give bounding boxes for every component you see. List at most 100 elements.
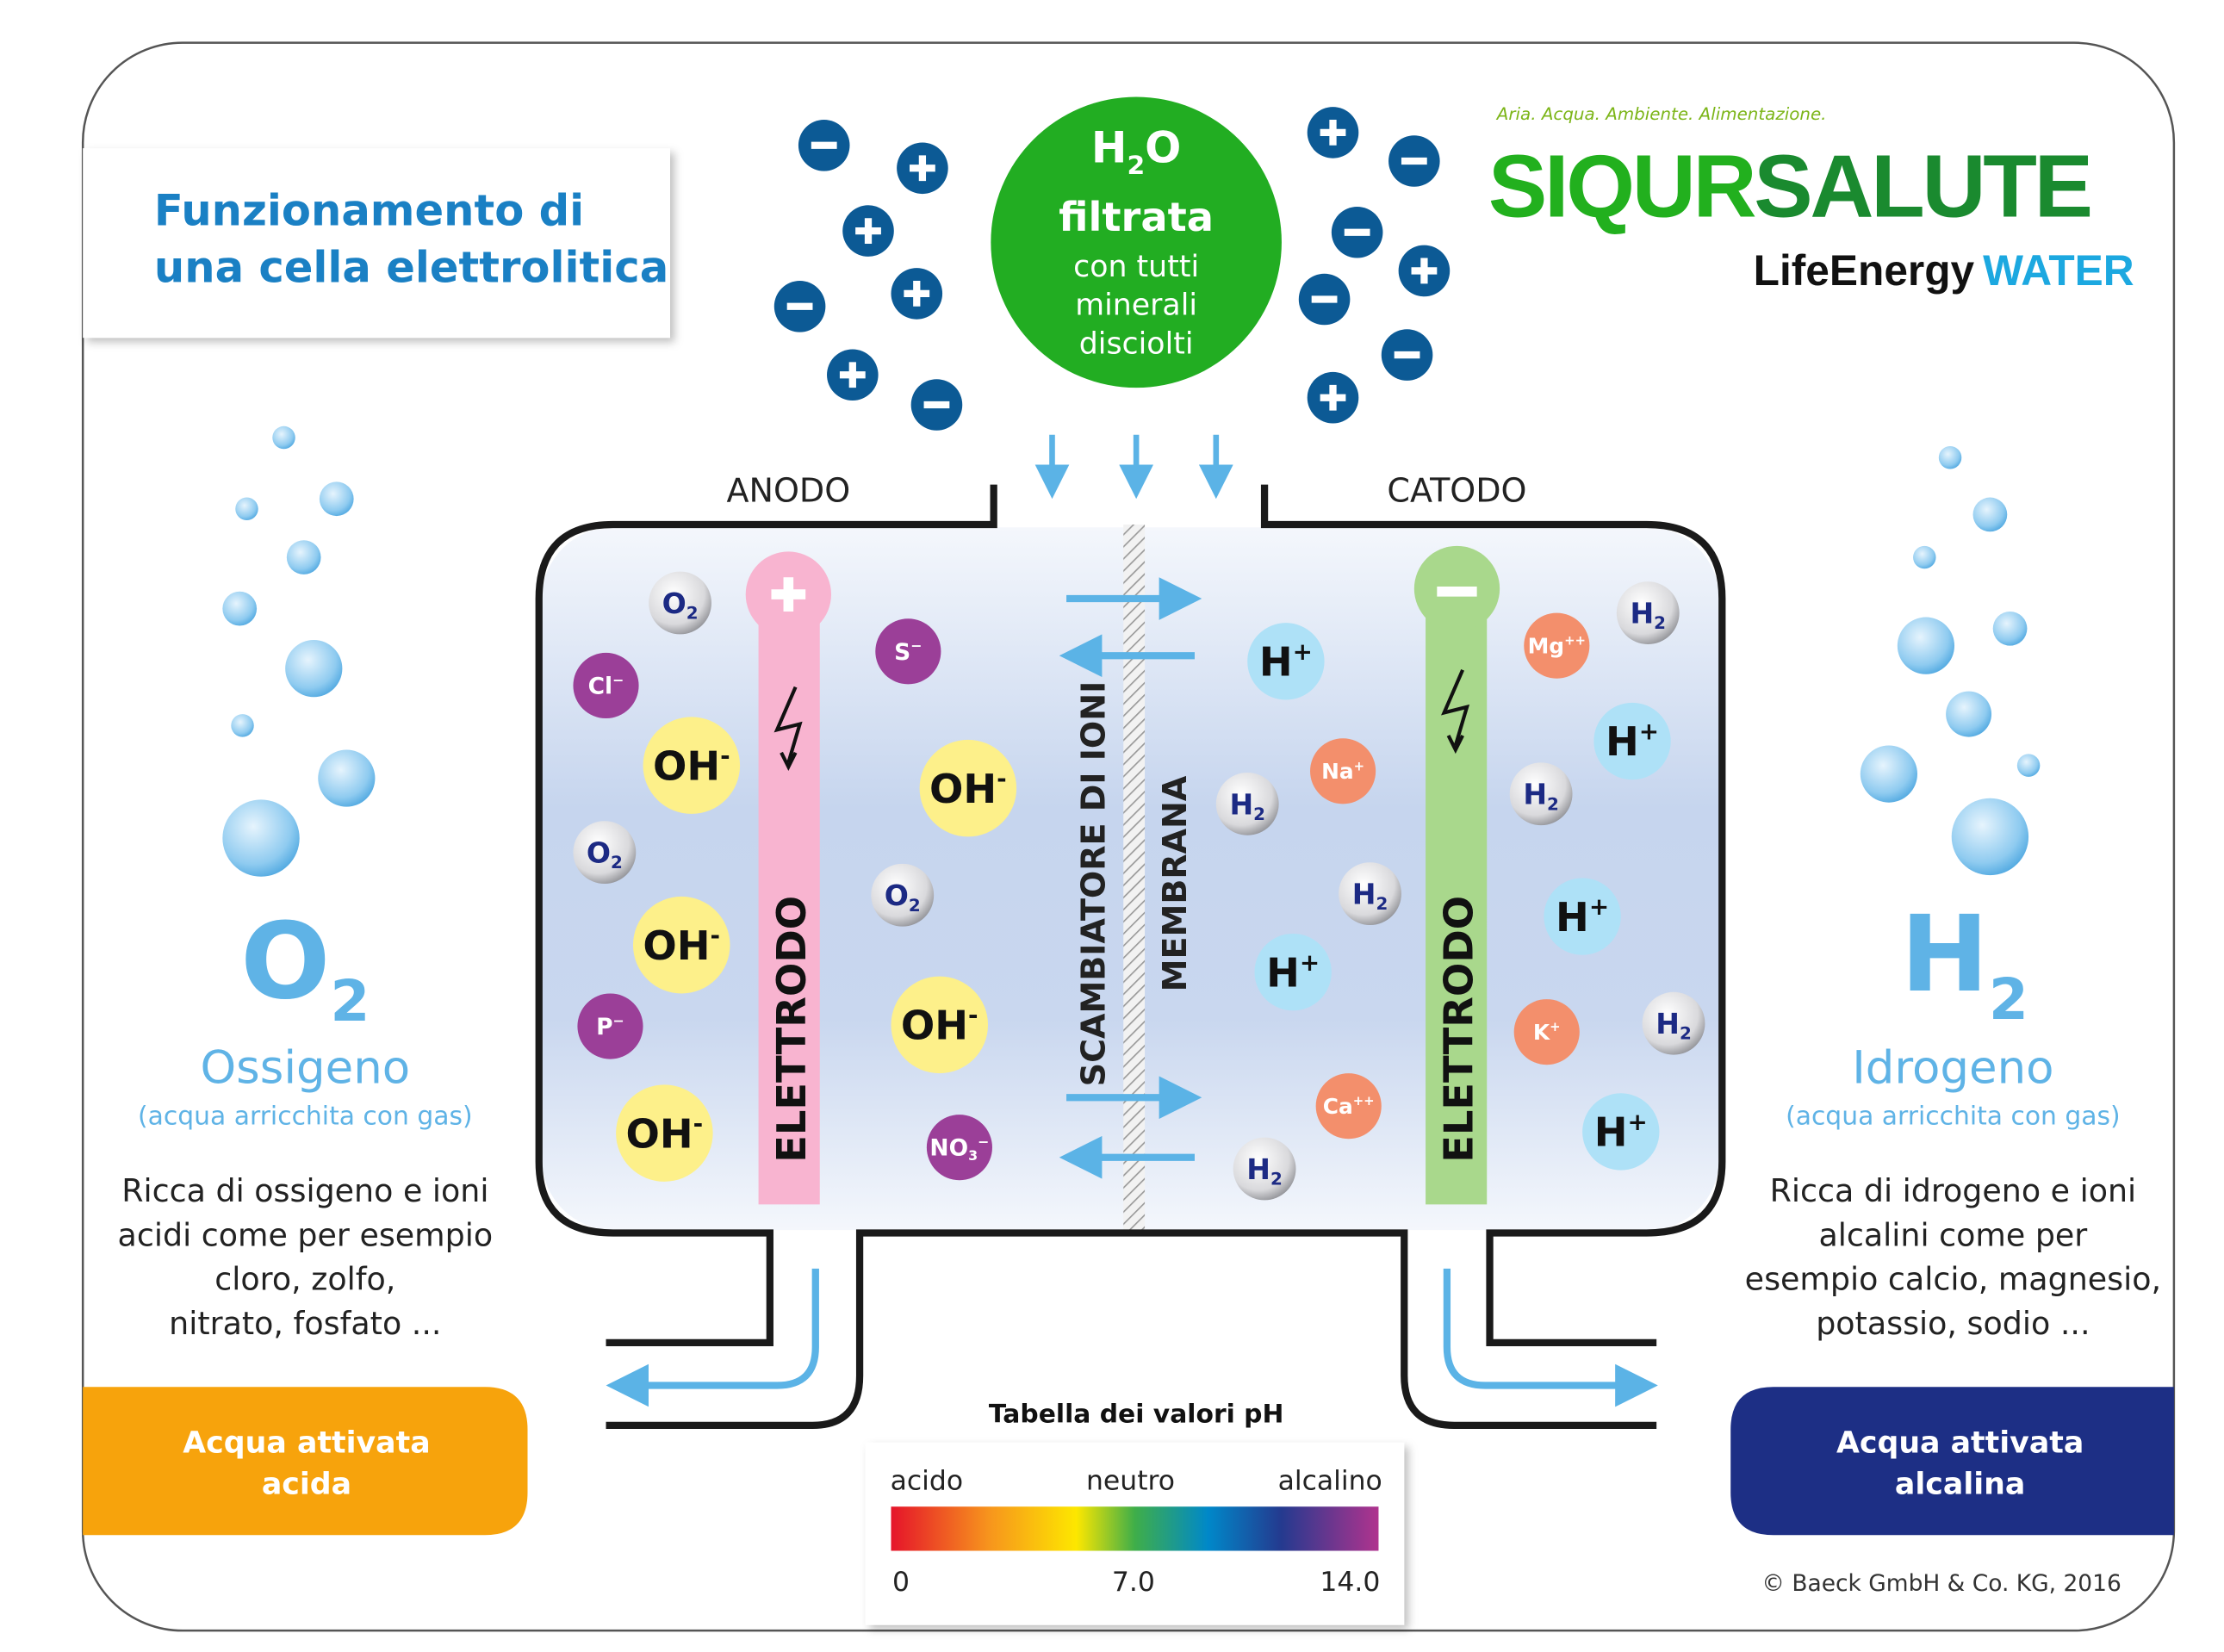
svg-text:H+: H+ [1556,892,1609,941]
minus-icon [1381,329,1433,381]
minus-icon [910,379,963,431]
svg-text:14.0: 14.0 [1320,1567,1380,1598]
inflow-arrows [1034,434,1233,500]
bubble [231,714,254,737]
molecule-anion: NO3− [926,1115,992,1181]
plus-icon [827,349,879,401]
svg-text:OH-: OH- [929,764,1007,812]
molecule-gas: O2 [649,571,711,635]
bubble [272,425,295,450]
copyright: © Baeck GmbH & Co. KG, 2016 [1761,1570,2121,1597]
svg-text:H2: H2 [1352,878,1388,915]
svg-text:H2: H2 [1246,1152,1282,1189]
title-box: Funzionamento di una cella elettrolitica [83,148,670,338]
svg-text:7.0: 7.0 [1112,1567,1155,1598]
water-line-1: filtrata [1059,194,1214,240]
molecule-hydroxide: OH- [632,896,730,994]
ph-table: Tabella dei valori pH acido neutro alcal… [865,1400,1405,1625]
molecule-anion: Cl− [573,652,639,719]
cathode-electrode: ELETTRODO [1413,545,1500,1205]
molecule-proton: H+ [1582,1093,1660,1171]
logo-tagline: Aria. Acqua. Ambiente. Alimentazione. [1495,104,1827,124]
water-line-4: disciolti [1079,326,1194,361]
bubble [285,640,343,698]
svg-text:Na+: Na+ [1321,758,1364,784]
water-line-2: con tutti [1073,250,1199,284]
bubble [286,540,321,574]
hydrogen-note: (acqua arricchita con gas) [1786,1102,2121,1132]
svg-text:esempio calcio, magnesio,: esempio calcio, magnesio, [1745,1261,2161,1298]
svg-text:O2: O2 [587,836,623,873]
molecule-cation: K+ [1513,999,1580,1065]
hydrogen-panel: H2 Idrogeno (acqua arricchita con gas) R… [1730,892,2174,1536]
plus-icon [771,577,806,612]
bubble [1897,617,1955,674]
oxygen-name: Ossigeno [201,1042,411,1095]
svg-text:Ricca di ossigeno e ioni: Ricca di ossigeno e ioni [121,1172,488,1209]
svg-text:acido: acido [891,1465,963,1496]
anode-label: ANODO [726,472,850,510]
ph-color-scale [891,1506,1379,1551]
logo-sub-2: WATER [1983,246,2134,295]
svg-text:H2: H2 [1523,778,1559,815]
molecule-anion: P− [577,993,643,1059]
svg-text:H+: H+ [1266,948,1320,997]
lightning-icon [1441,668,1470,755]
bubble [1946,691,1992,737]
bubble [318,749,376,807]
gas-bubbles [222,425,2041,877]
plus-icon [1398,245,1451,297]
svg-text:alcalini come per: alcalini come per [1818,1216,2087,1253]
bubble [1913,545,1936,569]
ph-title: Tabella dei valori pH [989,1400,1284,1430]
bubble [1938,445,1962,469]
molecule-gas: H2 [1642,991,1705,1055]
plus-icon [897,142,948,195]
svg-text:acidi come per esempio: acidi come per esempio [118,1216,494,1253]
svg-text:potassio, sodio ...: potassio, sodio ... [1816,1305,2090,1342]
outflow-arrows [606,1268,1658,1407]
ion-exchanger-label: SCAMBIATORE DI IONI [1075,681,1113,1087]
lightning-icon [773,686,803,771]
alkaline-water-badge [1730,1387,2174,1536]
minus-icon [798,120,850,171]
molecule-anion: S− [875,618,941,685]
molecule-hydroxide: OH- [919,739,1017,837]
cathode-label: CATODO [1387,472,1526,510]
minus-icon [1388,135,1440,187]
oxygen-panel: O2 Ossigeno (acqua arricchita con gas) R… [83,899,528,1536]
bubble [319,481,354,517]
svg-text:H2: H2 [1630,597,1665,634]
minus-icon [1331,206,1383,258]
molecule-gas: O2 [573,821,637,885]
molecule-gas: H2 [1233,1137,1296,1201]
water-line-3: minerali [1075,289,1197,323]
svg-text:O2: O2 [240,899,370,1034]
svg-text:P−: P− [596,1012,624,1040]
bubble [1992,611,2028,646]
logo-sub-1: LifeEnergy [1754,246,1975,295]
svg-text:neutro: neutro [1086,1465,1175,1496]
svg-text:Mg++: Mg++ [1528,633,1586,659]
bubble [1972,497,2008,532]
svg-text:OH-: OH- [901,1001,978,1049]
logo: Aria. Acqua. Ambiente. Alimentazione. SI… [1488,104,2134,295]
svg-text:OH-: OH- [653,742,730,790]
svg-text:Ca++: Ca++ [1323,1093,1375,1119]
svg-text:H2: H2 [1900,892,2028,1033]
anode-electrode-label: ELETTRODO [768,896,815,1163]
svg-text:Acqua attivata: Acqua attivata [1836,1425,2084,1460]
svg-text:alcalina: alcalina [1895,1467,2025,1501]
svg-text:nitrato, fosfato ...: nitrato, fosfato ... [169,1305,441,1342]
acid-water-badge [83,1387,528,1536]
svg-text:OH-: OH- [643,921,720,969]
molecule-proton: H+ [1593,702,1671,780]
svg-text:Acqua attivata: Acqua attivata [183,1425,430,1460]
svg-text:acida: acida [262,1467,351,1501]
svg-text:0: 0 [892,1567,910,1598]
tank-outline [535,484,1726,1430]
molecule-proton: H+ [1247,623,1325,700]
svg-text:H2O: H2O [1091,123,1181,181]
svg-text:SIQURSALUTE: SIQURSALUTE [1488,137,2090,236]
